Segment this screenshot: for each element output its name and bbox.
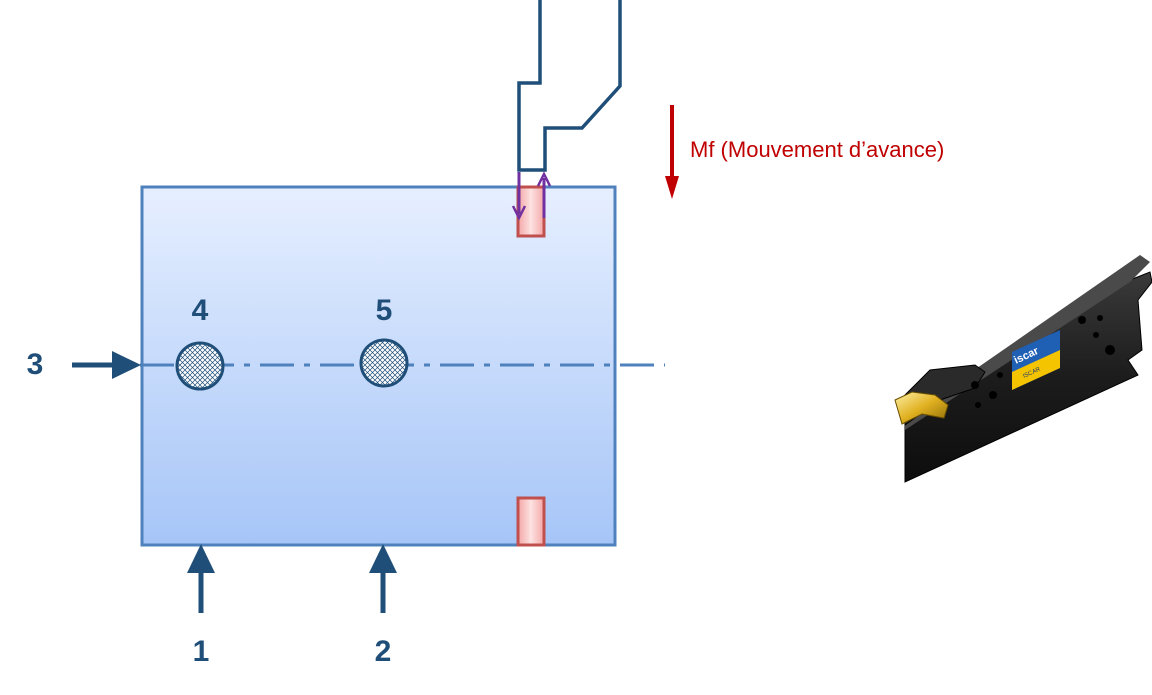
parting-tool-outline	[517, 0, 622, 172]
feed-motion-label: Mf (Mouvement d’avance)	[690, 137, 944, 162]
label-3: 3	[27, 348, 44, 381]
groove-bottom	[516, 496, 546, 547]
label-2: 2	[375, 635, 392, 668]
support-arrow-1	[187, 544, 215, 613]
label-4: 4	[192, 294, 209, 327]
iscar-logo: iscar ISCAR	[1012, 330, 1060, 390]
pin-5	[359, 338, 409, 388]
feed-motion-arrow	[665, 105, 679, 199]
support-arrow-3	[72, 351, 141, 379]
gold-insert	[894, 391, 949, 425]
label-1: 1	[193, 635, 210, 668]
chip-flow-arrows	[511, 171, 552, 221]
parting-blade-image: iscar ISCAR	[894, 255, 1152, 483]
pin-4	[175, 341, 225, 391]
support-arrow-2	[369, 544, 397, 613]
label-5: 5	[376, 294, 393, 327]
